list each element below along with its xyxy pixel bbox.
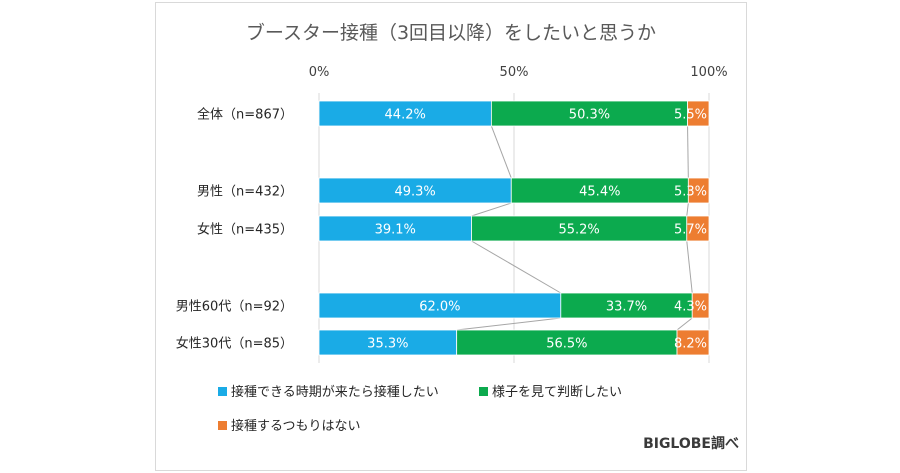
bar-segment <box>687 100 710 127</box>
data-label: 4.3% <box>674 300 707 315</box>
category-label: 男性60代（n=92） <box>176 300 293 315</box>
series-line <box>456 317 561 331</box>
bar-segment <box>510 177 689 204</box>
category-label: 全体（n=867） <box>197 107 293 123</box>
series-line <box>686 240 693 294</box>
chart-title: ブースター接種（3回目以降）をしたいと思うか <box>246 21 656 44</box>
data-label: 39.1% <box>375 223 416 238</box>
category-label: 女性（n=435） <box>197 222 293 238</box>
chart-frame: ブースター接種（3回目以降）をしたいと思うか 0% 50% 100% 44.2% 50… <box>155 2 747 471</box>
data-label: 56.5% <box>546 337 587 352</box>
series-line <box>686 202 689 217</box>
bar-segment <box>318 100 492 127</box>
bar-segment <box>691 292 710 319</box>
stacked-bar-chart: ブースター接種（3回目以降）をしたいと思うか 0% 50% 100% 44.2% 50… <box>176 21 739 452</box>
bar-segment <box>490 100 688 127</box>
legend-label: 様子を見て判断したい <box>492 385 622 400</box>
series-line <box>687 125 689 179</box>
category-label: 女性30代（n=85） <box>176 336 293 352</box>
x-tick-label: 50% <box>500 65 529 80</box>
bar-segment <box>456 329 678 356</box>
bar-segment <box>686 215 710 242</box>
legend-swatch <box>218 387 227 396</box>
data-label: 50.3% <box>569 108 610 123</box>
series-line <box>490 125 512 179</box>
legend-swatch <box>479 387 488 396</box>
bar-segment <box>676 329 710 356</box>
bar-segment <box>318 329 458 356</box>
data-label: 5.5% <box>674 108 707 123</box>
category-label: 男性（n=432） <box>197 185 293 200</box>
data-label: 5.7% <box>674 223 707 238</box>
data-label: 55.2% <box>558 223 599 238</box>
data-label: 44.2% <box>385 108 426 123</box>
data-label: 33.7% <box>606 300 647 315</box>
data-label: 45.4% <box>579 185 620 200</box>
data-label: 8.2% <box>674 337 707 352</box>
data-label: 35.3% <box>367 337 408 352</box>
legend-label: 接種できる時期が来たら接種したい <box>231 384 439 400</box>
data-label: 5.3% <box>674 185 707 200</box>
series-line <box>471 202 512 217</box>
bar-segment <box>471 215 688 242</box>
data-label: 62.0% <box>419 300 460 315</box>
data-label: 49.3% <box>394 185 435 200</box>
legend-swatch <box>218 421 227 430</box>
x-tick-label: 100% <box>690 65 727 80</box>
source-credit: BIGLOBE調べ <box>643 435 739 452</box>
bar-segment <box>318 292 562 319</box>
bar-segment <box>318 215 472 242</box>
bar-segment <box>687 177 710 204</box>
series-line <box>471 240 562 294</box>
x-tick-label: 0% <box>309 65 330 80</box>
series-line <box>676 317 693 331</box>
legend-label: 接種するつもりはない <box>231 418 360 434</box>
